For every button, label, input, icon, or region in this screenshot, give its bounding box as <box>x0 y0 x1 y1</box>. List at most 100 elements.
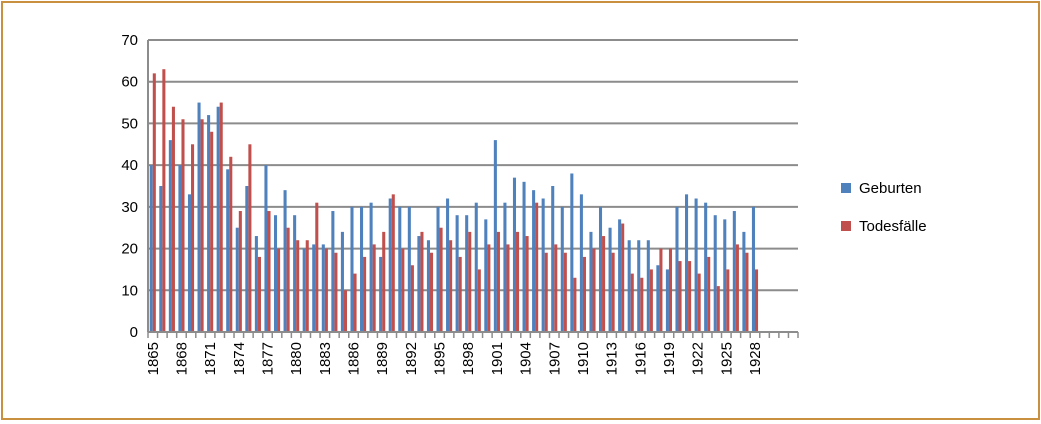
bar-todesfälle <box>181 119 185 332</box>
bar-geburten <box>350 206 354 332</box>
bar-geburten <box>589 231 593 332</box>
bar-todesfälle <box>219 102 223 332</box>
bar-geburten <box>704 202 708 332</box>
bar-todesfälle <box>372 244 376 332</box>
bar-geburten <box>264 165 268 332</box>
bar-todesfälle <box>516 231 520 332</box>
bar-todesfälle <box>238 211 242 332</box>
bar-todesfälle <box>735 244 739 332</box>
bar-todesfälle <box>649 269 653 332</box>
bar-geburten <box>637 240 641 332</box>
x-tick-label: 1889 <box>374 342 391 375</box>
bar-todesfälle <box>544 252 548 332</box>
bar-todesfälle <box>305 240 309 332</box>
bar-geburten <box>551 186 555 332</box>
y-tick-label: 70 <box>121 32 138 49</box>
bar-geburten <box>302 248 306 332</box>
bar-geburten <box>312 244 316 332</box>
legend: Geburten Todesfälle <box>841 180 927 235</box>
x-tick-label: 1925 <box>718 342 735 375</box>
bar-geburten <box>732 211 736 332</box>
bar-todesfälle <box>573 277 577 332</box>
legend-swatch <box>841 221 851 231</box>
bar-todesfälle <box>458 256 462 332</box>
bar-geburten <box>293 215 297 332</box>
bar-todesfälle <box>200 119 204 332</box>
x-tick-label: 1901 <box>489 342 506 375</box>
bar-geburten <box>570 173 574 332</box>
axes: 0 10 20 30 40 50 60 70 1865 1868 1871 1874 1877 1880 1… <box>121 32 799 375</box>
legend-swatch <box>841 183 851 193</box>
bar-todesfälle <box>602 236 606 332</box>
bar-geburten <box>254 236 258 332</box>
bar-geburten <box>245 186 249 332</box>
bar-geburten <box>503 202 507 332</box>
bar-geburten <box>694 198 698 332</box>
bar-todesfälle <box>449 240 453 332</box>
bar-todesfälle <box>716 286 720 332</box>
bar-todesfälle <box>401 248 405 332</box>
bar-todesfälle <box>697 273 701 332</box>
x-tick-label: 1895 <box>432 342 449 375</box>
x-tick-label: 1868 <box>173 342 190 375</box>
bar-todesfälle <box>439 227 443 332</box>
x-tick-label: 1871 <box>202 342 219 375</box>
bar-todesfälle <box>420 231 424 332</box>
bar-geburten <box>512 177 517 332</box>
bar-todesfälle <box>745 252 749 332</box>
bar-todesfälle <box>496 231 500 332</box>
bar-todesfälle <box>668 248 673 332</box>
bar-todesfälle <box>334 252 338 332</box>
bar-todesfälle <box>640 277 644 332</box>
bar-geburten <box>656 265 660 332</box>
bar-geburten <box>407 206 411 332</box>
bar-geburten <box>484 219 488 332</box>
bar-geburten <box>187 194 192 332</box>
bar-todesfälle <box>621 223 625 332</box>
bar-geburten <box>388 198 392 332</box>
bar-todesfälle <box>191 144 195 332</box>
bar-geburten <box>283 190 287 332</box>
y-tick-label: 50 <box>121 115 138 132</box>
bar-geburten <box>532 190 536 332</box>
bar-geburten <box>178 165 182 332</box>
x-tick-label: 1865 <box>145 342 162 375</box>
bar-todesfälle <box>429 252 434 332</box>
bar-geburten <box>436 206 440 332</box>
bars <box>149 69 759 332</box>
bar-geburten <box>685 194 689 332</box>
bar-todesfälle <box>248 144 252 332</box>
bar-geburten <box>465 215 469 332</box>
bar-geburten <box>216 106 220 332</box>
bar-geburten <box>675 206 679 332</box>
bar-geburten <box>723 219 727 332</box>
bar-todesfälle <box>162 69 166 332</box>
bar-todesfälle <box>277 248 281 332</box>
bar-todesfälle <box>363 256 367 332</box>
bar-geburten <box>522 181 526 332</box>
bar-geburten <box>474 202 478 332</box>
x-tick-label: 1898 <box>460 342 477 375</box>
x-tick-label: 1928 <box>747 342 764 375</box>
x-tick-label: 1916 <box>632 342 649 375</box>
bar-todesfälle <box>630 273 634 332</box>
y-tick-label: 40 <box>121 157 138 174</box>
y-tick-label: 10 <box>121 282 138 299</box>
bar-todesfälle <box>296 240 300 332</box>
bar-geburten <box>360 206 364 332</box>
x-tick-label: 1886 <box>346 342 363 375</box>
bar-todesfälle <box>678 261 682 332</box>
bar-geburten <box>226 169 230 332</box>
legend-label: Geburten <box>859 180 922 197</box>
bar-geburten <box>321 244 325 332</box>
bar-geburten <box>398 206 402 332</box>
bar-geburten <box>579 194 583 332</box>
bar-todesfälle <box>267 211 271 332</box>
bar-geburten <box>197 102 201 332</box>
x-tick-label: 1880 <box>288 342 305 375</box>
bar-todesfälle <box>563 252 567 332</box>
bar-todesfälle <box>171 106 175 332</box>
bar-todesfälle <box>229 156 233 332</box>
bar-todesfälle <box>592 248 596 332</box>
